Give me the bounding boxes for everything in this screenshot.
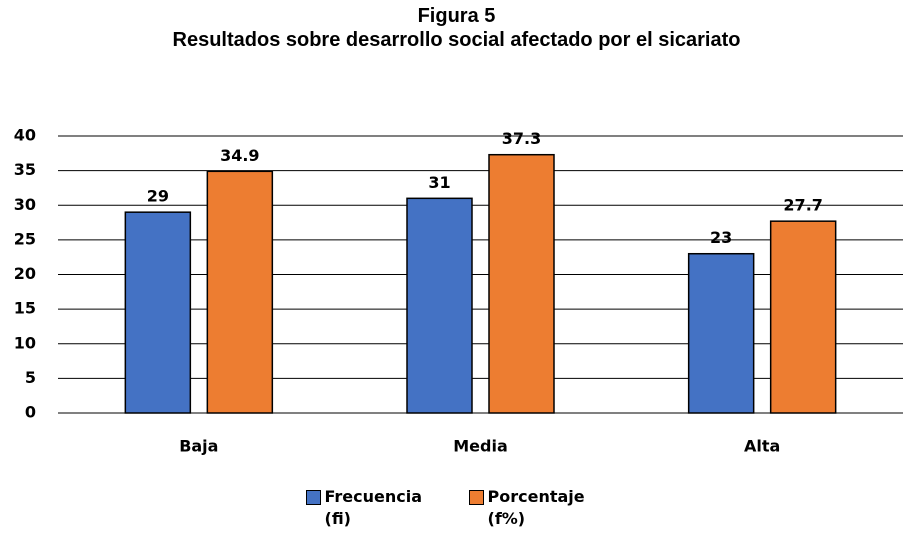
x-tick-label: Baja xyxy=(179,437,218,456)
y-tick-label: 30 xyxy=(14,195,36,214)
bar xyxy=(769,220,837,414)
legend-swatch xyxy=(468,490,484,505)
legend: Frecuencia (fi) Porcentaje (f%) xyxy=(0,486,913,530)
y-tick-label: 0 xyxy=(25,403,36,422)
legend-label: Frecuencia (fi) xyxy=(324,487,423,528)
y-tick-label: 25 xyxy=(14,229,36,248)
y-tick-label: 20 xyxy=(14,264,36,283)
titles: Figura 5 Resultados sobre desarrollo soc… xyxy=(0,4,913,52)
value-label: 29 xyxy=(147,187,169,206)
value-label: 23 xyxy=(710,228,732,247)
legend-item: Frecuencia (fi) xyxy=(305,486,445,530)
value-label: 31 xyxy=(428,173,450,192)
x-tick-label: Alta xyxy=(744,437,780,456)
bar xyxy=(488,153,555,414)
bar xyxy=(687,252,755,414)
y-tick-label: 15 xyxy=(14,299,36,318)
value-label: 27.7 xyxy=(783,196,822,215)
value-label: 37.3 xyxy=(502,129,541,148)
chart-title: Figura 5 xyxy=(417,5,496,27)
y-tick-label: 35 xyxy=(14,160,36,179)
bar xyxy=(206,170,274,414)
chart-subtitle: Resultados sobre desarrollo social afect… xyxy=(172,29,741,51)
legend-label: Porcentaje (f%) xyxy=(487,487,585,528)
bar xyxy=(406,197,473,414)
legend-item: Porcentaje (f%) xyxy=(468,486,608,530)
bar xyxy=(124,211,192,414)
legend-swatch xyxy=(305,490,321,505)
value-label: 34.9 xyxy=(220,146,259,165)
y-tick-label: 10 xyxy=(14,333,36,352)
y-tick-label: 40 xyxy=(14,126,36,145)
y-tick-label: 5 xyxy=(25,368,36,387)
x-tick-label: Media xyxy=(453,437,508,456)
